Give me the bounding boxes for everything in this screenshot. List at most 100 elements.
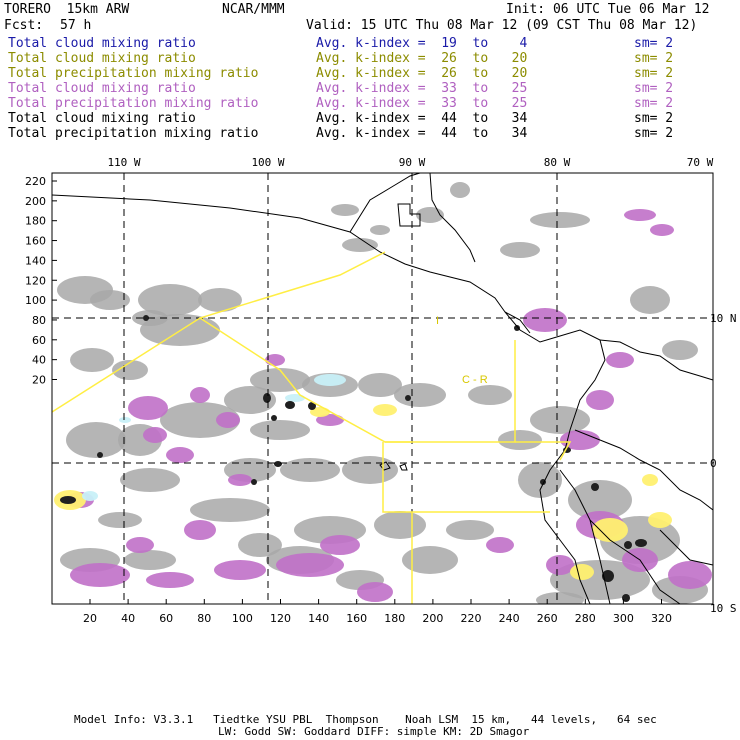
region-boundary bbox=[382, 442, 550, 513]
legend-range: Avg. k-index = 26 to 20 bbox=[316, 66, 528, 81]
cyan-cloud-patch bbox=[119, 417, 131, 423]
convective-core bbox=[271, 415, 277, 421]
lon-label: 80 W bbox=[544, 156, 571, 169]
legend-range: Avg. k-index = 44 to 34 bbox=[316, 126, 528, 141]
yellow-cloud-patch bbox=[642, 474, 658, 486]
yellow-cloud-patch bbox=[648, 512, 672, 528]
y-tick-label: 200 bbox=[25, 195, 46, 208]
purple-precip-patch bbox=[586, 390, 614, 410]
y-tick-label: 180 bbox=[25, 215, 46, 228]
gray-cloud-patch bbox=[530, 212, 590, 228]
coastline bbox=[397, 203, 421, 227]
gray-cloud-patch bbox=[124, 550, 176, 570]
gray-cloud-patch bbox=[250, 420, 310, 440]
purple-precip-patch bbox=[320, 535, 360, 555]
legend-field: Total precipitation mixing ratio bbox=[8, 126, 259, 141]
coastline bbox=[51, 194, 606, 605]
purple-precip-patch bbox=[276, 553, 344, 577]
convective-core bbox=[602, 570, 614, 582]
model-title: TORERO 15km ARW bbox=[4, 2, 130, 17]
x-tick-label: 260 bbox=[537, 612, 558, 625]
legend-range: Avg. k-index = 33 to 25 bbox=[316, 81, 528, 96]
axis-ticks: 110 W 100 W 90 W 80 W 70 W 10 N 0 10 S 220 200 180… bbox=[25, 156, 737, 625]
gray-cloud-patch bbox=[446, 520, 494, 540]
y-tick-label: 160 bbox=[25, 235, 46, 248]
convective-core bbox=[285, 401, 295, 409]
convective-core bbox=[635, 539, 647, 547]
x-tick-label: 80 bbox=[197, 612, 211, 625]
fcst-value: 57 h bbox=[60, 18, 92, 33]
legend-range: Avg. k-index = 44 to 34 bbox=[316, 111, 528, 126]
lat-label: 0 bbox=[710, 457, 717, 470]
coastline bbox=[659, 529, 714, 566]
region-boundary bbox=[51, 251, 386, 413]
purple-precip-patch bbox=[523, 308, 567, 332]
gray-cloud-patch bbox=[198, 288, 242, 312]
gray-cloud-patch bbox=[370, 225, 390, 235]
convective-core bbox=[624, 541, 632, 549]
gray-cloud-patch bbox=[66, 422, 126, 458]
org-label: NCAR/MMM bbox=[222, 2, 285, 17]
gray-cloud-patch bbox=[160, 402, 240, 438]
gray-cloud-patch bbox=[342, 456, 398, 484]
legend-field: Total cloud mixing ratio bbox=[8, 81, 196, 96]
x-tick-label: 200 bbox=[422, 612, 443, 625]
lon-label: 90 W bbox=[399, 156, 426, 169]
y-tick-label: 220 bbox=[25, 175, 46, 188]
purple-precip-patch bbox=[668, 561, 712, 589]
x-tick-label: 220 bbox=[461, 612, 482, 625]
gray-cloud-patch bbox=[568, 480, 632, 520]
x-tick-label: 180 bbox=[384, 612, 405, 625]
convective-core bbox=[405, 395, 411, 401]
lon-label: 100 W bbox=[251, 156, 284, 169]
x-tick-label: 60 bbox=[159, 612, 173, 625]
purple-precip-patch bbox=[357, 582, 393, 602]
map-frame bbox=[51, 172, 714, 605]
legend-sm: sm= 2 bbox=[634, 111, 674, 126]
x-tick-label: 320 bbox=[651, 612, 672, 625]
region-label-cr: C - R bbox=[462, 374, 488, 386]
purple-precip-patch bbox=[214, 560, 266, 580]
gray-cloud-patch bbox=[120, 468, 180, 492]
legend-sm: sm= 2 bbox=[634, 126, 674, 141]
legend-sm: sm= 2 bbox=[634, 81, 674, 96]
lon-label: 110 W bbox=[107, 156, 140, 169]
purple-precip-patch bbox=[216, 412, 240, 428]
y-tick-label: 60 bbox=[32, 334, 46, 347]
gray-cloud-patch bbox=[224, 386, 276, 414]
coastline bbox=[399, 463, 408, 471]
lat-label: 10 S bbox=[710, 602, 737, 615]
purple-precip-patch bbox=[486, 537, 514, 553]
yellow-cloud-patch bbox=[570, 564, 594, 580]
legend-range: Avg. k-index = 19 to 4 bbox=[316, 36, 528, 51]
init-time: Init: 06 UTC Tue 06 Mar 12 bbox=[506, 2, 710, 17]
gray-cloud-patch bbox=[358, 373, 402, 397]
x-tick-label: 20 bbox=[83, 612, 97, 625]
gray-cloud-patch bbox=[280, 458, 340, 482]
purple-precip-patch bbox=[560, 430, 600, 450]
gray-cloud-patch bbox=[394, 383, 446, 407]
gray-cloud-patch bbox=[331, 204, 359, 216]
lat-label: 10 N bbox=[710, 312, 737, 325]
gray-cloud-patch bbox=[70, 348, 114, 372]
legend-field: Total cloud mixing ratio bbox=[8, 36, 196, 51]
coastlines bbox=[51, 172, 714, 605]
region-boundary bbox=[515, 441, 572, 461]
gray-cloud-patch bbox=[630, 286, 670, 314]
physics-info: LW: Godd SW: Goddard DIFF: simple KM: 2D… bbox=[218, 725, 530, 738]
x-tick-label: 40 bbox=[121, 612, 135, 625]
cyan-cloud-patch bbox=[314, 374, 346, 386]
gray-cloud-patch bbox=[98, 512, 142, 528]
x-tick-label: 280 bbox=[575, 612, 596, 625]
cyan-cloud-patch bbox=[285, 394, 305, 402]
gray-cloud-patch bbox=[662, 340, 698, 360]
coastline bbox=[349, 172, 421, 233]
x-tick-label: 140 bbox=[308, 612, 329, 625]
valid-time: Valid: 15 UTC Thu 08 Mar 12 (09 CST Thu … bbox=[306, 18, 698, 33]
convective-core bbox=[514, 325, 520, 331]
fcst-label: Fcst: bbox=[4, 18, 44, 33]
legend-sm: sm= 2 bbox=[634, 36, 674, 51]
gray-cloud-patch bbox=[416, 207, 444, 223]
legend-field: Total precipitation mixing ratio bbox=[8, 66, 259, 81]
